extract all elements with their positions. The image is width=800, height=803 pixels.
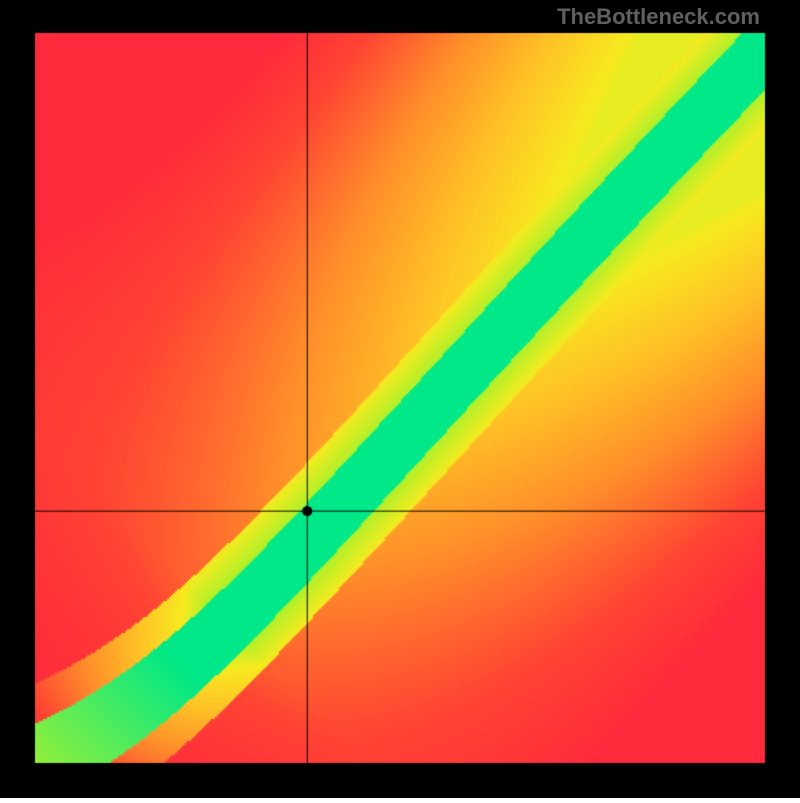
heatmap-chart: TheBottleneck.com: [0, 0, 800, 803]
watermark-text: TheBottleneck.com: [557, 4, 760, 30]
heatmap-canvas: [0, 0, 800, 798]
